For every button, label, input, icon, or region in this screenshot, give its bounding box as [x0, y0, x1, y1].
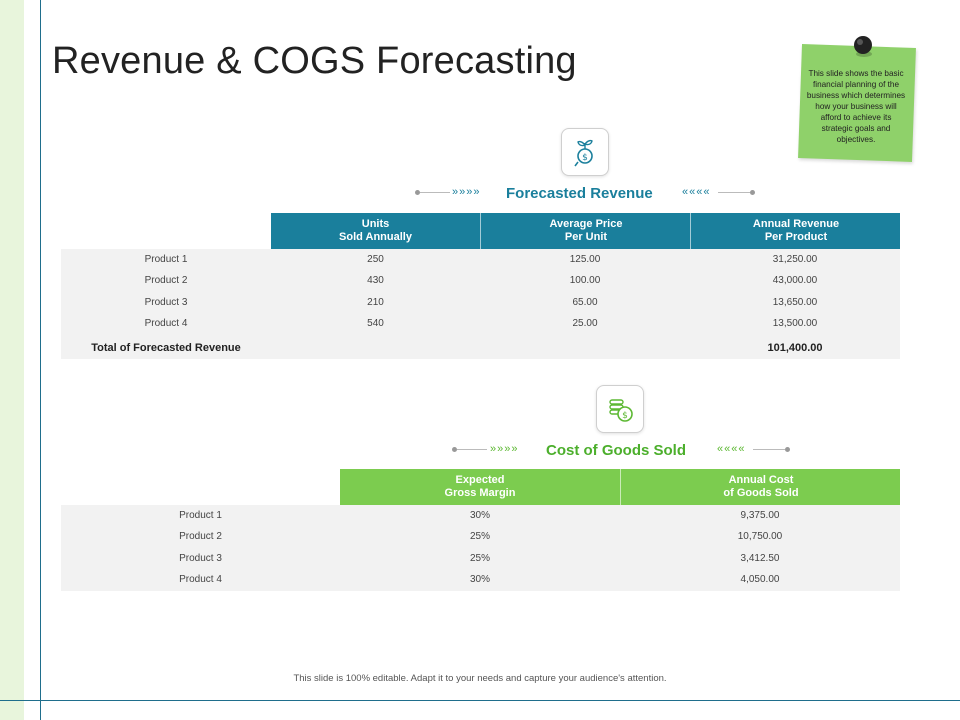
margin-value: 30% [469, 510, 490, 521]
revenue-value: 13,500.00 [772, 318, 818, 329]
revenue-table-body: Product 1 250 125.00 31,250.00 Product 2… [61, 249, 900, 359]
price-value: 25.00 [572, 318, 598, 329]
margin-value: 25% [469, 531, 490, 542]
deco-line-right [718, 192, 750, 193]
margin-value: 25% [469, 553, 490, 564]
footer-text: This slide is 100% editable. Adapt it to… [293, 673, 667, 684]
revenue-icon-box: $ [561, 128, 609, 176]
price-value: 65.00 [572, 297, 598, 308]
units-value: 540 [367, 318, 384, 329]
arrows-right-icon: »»»» [452, 186, 481, 198]
deco-dot-left [415, 190, 420, 195]
product-name: Product 1 [144, 254, 188, 265]
cogs-heading: Cost of Goods Sold [546, 442, 686, 459]
left-divider-line [40, 0, 41, 720]
col-units: Units Sold Annually [339, 218, 412, 243]
money-plant-icon: $ [574, 139, 593, 167]
product-name: Product 1 [179, 510, 222, 521]
deco-line-left [457, 449, 487, 450]
cogs-table-body: Product 1 30% 9,375.00 Product 2 25% 10,… [61, 505, 900, 591]
revenue-value: 13,650.00 [772, 297, 818, 308]
col-gross-margin: Expected Gross Margin [444, 474, 516, 499]
deco-line-right [753, 449, 785, 450]
col-avg-price: Average Price Per Unit [480, 213, 691, 249]
units-value: 250 [367, 254, 384, 265]
price-value: 125.00 [569, 254, 601, 265]
margin-value: 30% [469, 574, 490, 585]
svg-text:$: $ [622, 411, 628, 421]
cogs-icon-box: $ [596, 385, 644, 433]
col-annual-cogs: Annual Cost of Goods Sold [620, 469, 901, 505]
cost-value: 4,050.00 [740, 574, 780, 585]
product-name: Product 4 [144, 318, 188, 329]
cost-value: 9,375.00 [740, 510, 780, 521]
cost-value: 3,412.50 [740, 553, 780, 564]
product-name: Product 3 [144, 297, 188, 308]
cost-value: 10,750.00 [737, 531, 783, 542]
deco-line-left [420, 192, 450, 193]
bottom-divider-line [0, 700, 960, 701]
arrows-left-icon: «««« [717, 443, 746, 455]
col-annual-revenue: Annual Revenue Per Product [690, 213, 901, 249]
revenue-value: 43,000.00 [772, 275, 818, 286]
sticky-note-text: This slide shows the basic financial pla… [806, 69, 906, 144]
revenue-value: 31,250.00 [772, 254, 818, 265]
units-value: 430 [367, 275, 384, 286]
left-accent-strip [0, 0, 24, 720]
revenue-table-header: Units Sold Annually Average Price Per Unit… [271, 213, 900, 249]
cogs-table-header: Expected Gross Margin Annual Cost of Goods… [340, 469, 900, 505]
pushpin-icon [854, 36, 872, 57]
product-name: Product 4 [179, 574, 222, 585]
revenue-heading: Forecasted Revenue [506, 185, 653, 202]
units-value: 210 [367, 297, 384, 308]
arrows-left-icon: «««« [682, 186, 711, 198]
deco-dot-right [750, 190, 755, 195]
deco-dot-left [452, 447, 457, 452]
product-name: Product 3 [179, 553, 222, 564]
arrows-right-icon: »»»» [490, 443, 519, 455]
price-value: 100.00 [569, 275, 601, 286]
total-value: 101,400.00 [767, 342, 823, 354]
product-name: Product 2 [179, 531, 222, 542]
svg-text:$: $ [582, 153, 588, 163]
total-label: Total of Forecasted Revenue [91, 342, 241, 354]
page-title: Revenue & COGS Forecasting [52, 40, 577, 82]
product-name: Product 2 [144, 275, 188, 286]
deco-dot-right [785, 447, 790, 452]
coins-icon: $ [609, 399, 633, 422]
